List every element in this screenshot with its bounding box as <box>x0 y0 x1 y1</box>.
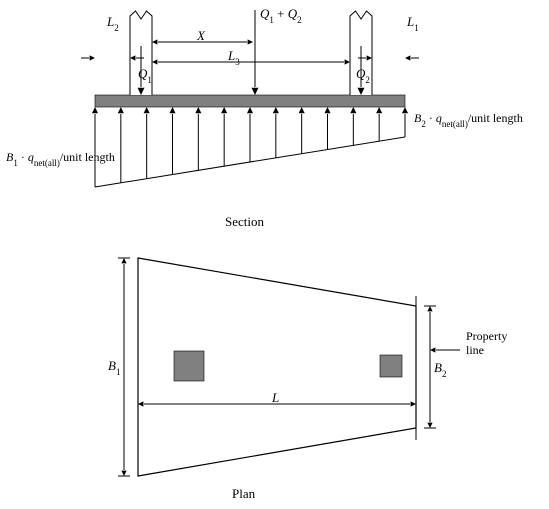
plan-caption: Plan <box>232 486 256 501</box>
l1-label: L1 <box>406 14 419 33</box>
qsum-label: Q1 + Q2 <box>260 6 302 25</box>
b1-label: B1 <box>108 358 120 377</box>
b2-label: B2 <box>434 360 446 379</box>
section-caption: Section <box>225 214 264 229</box>
l2-label: L2 <box>106 14 119 33</box>
l-label: L <box>271 390 279 405</box>
pressure-right-label: B2 · qnet(all)/unit length <box>414 111 523 129</box>
property-line-label-2: line <box>466 343 484 357</box>
l3-label: L3 <box>227 48 240 67</box>
plan-column-1 <box>174 351 204 381</box>
property-line-label-1: Property <box>466 329 507 343</box>
beam <box>95 95 405 107</box>
plan-column-2 <box>380 355 402 377</box>
x-label: X <box>196 28 206 43</box>
pressure-left-label: B1 · qnet(all)/unit length <box>6 150 115 168</box>
